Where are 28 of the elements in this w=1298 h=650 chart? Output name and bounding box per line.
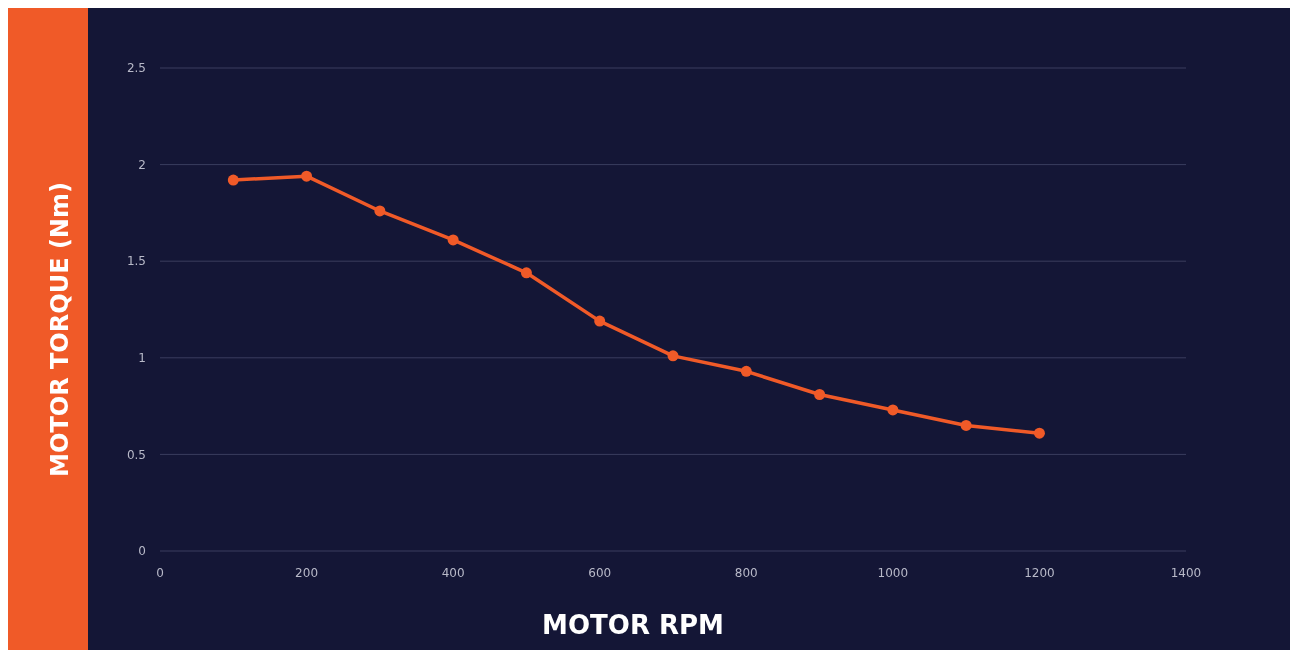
point xyxy=(740,365,752,377)
point xyxy=(594,315,606,327)
point xyxy=(814,389,826,401)
x-tick-label: 1400 xyxy=(1170,566,1202,580)
y-tick-label: 0.5 xyxy=(126,447,146,462)
point xyxy=(960,419,972,431)
x-axis-title: MOTOR RPM xyxy=(542,610,724,640)
y-tick-label: 1.5 xyxy=(126,254,146,269)
point xyxy=(447,234,459,246)
point xyxy=(374,205,386,217)
y-tick-label: 2 xyxy=(138,157,146,172)
x-tick-label: 600 xyxy=(588,566,612,580)
y-tick-label: 2.5 xyxy=(126,61,146,76)
x-tick-label: 0 xyxy=(156,566,164,580)
x-tick-label: 1200 xyxy=(1024,566,1055,580)
y-tick-label: 0 xyxy=(138,544,146,559)
x-tick-label: 1000 xyxy=(877,566,909,580)
y-tick-label: 1 xyxy=(138,351,146,365)
x-tick-label: 200 xyxy=(295,566,319,580)
point xyxy=(667,350,679,362)
y-axis-title: MOTOR TORQUE (Nm) xyxy=(46,182,74,477)
point xyxy=(887,404,899,416)
x-tick-label: 400 xyxy=(441,566,465,580)
point xyxy=(1033,427,1045,439)
point xyxy=(301,170,313,182)
x-tick-label: 800 xyxy=(734,566,758,580)
point xyxy=(520,267,532,279)
point xyxy=(227,174,239,186)
